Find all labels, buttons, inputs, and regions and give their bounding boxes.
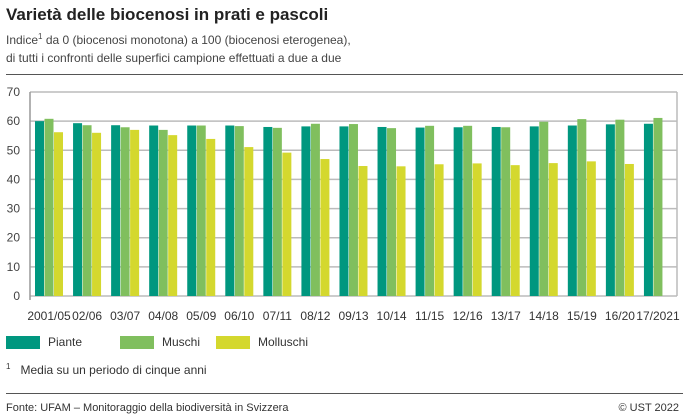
legend-swatch	[120, 335, 154, 349]
bar-molluschi	[434, 164, 444, 296]
bar-piante	[491, 126, 501, 296]
footnote: 1 Media su un periodo di cinque anni	[6, 362, 207, 377]
copyright: © UST 2022	[618, 402, 680, 414]
x-tick-label: 07/11	[263, 309, 292, 323]
bar-molluschi	[320, 159, 330, 296]
legend-label: Piante	[48, 335, 83, 349]
bar-piante	[35, 121, 44, 296]
bar-muschi	[463, 125, 473, 296]
footnote-ref: 1	[38, 32, 43, 41]
y-tick-label: 40	[7, 172, 21, 186]
bar-molluschi	[54, 132, 63, 296]
bar-piante	[187, 125, 197, 296]
source: Fonte: UFAM – Monitoraggio della biodive…	[6, 402, 289, 414]
x-tick-label: 17/2021	[636, 309, 680, 323]
bar-piante	[263, 126, 273, 296]
bar-muschi	[272, 127, 282, 296]
bar-piante	[301, 126, 311, 296]
x-tick-label: 02/06	[72, 309, 102, 323]
footnote-mark: 1	[6, 362, 11, 371]
y-tick-label: 50	[7, 143, 21, 157]
bar-molluschi	[358, 166, 368, 296]
x-tick-label: 13/17	[491, 309, 521, 323]
y-tick-label: 60	[7, 114, 21, 128]
bar-molluschi	[586, 161, 596, 296]
bar-muschi	[82, 125, 92, 296]
bar-muschi	[615, 119, 625, 296]
y-tick-label: 10	[7, 260, 21, 274]
x-tick-label: 08/12	[300, 309, 330, 323]
bar-molluschi	[624, 163, 634, 296]
bar-piante	[605, 124, 615, 296]
bar-molluschi	[244, 147, 254, 296]
subtitle-text: da 0 (biocenosi monotona) a 100 (bioceno…	[42, 33, 351, 47]
bar-molluschi	[206, 138, 216, 296]
bar-piante	[377, 126, 387, 296]
x-tick-label: 05/09	[186, 309, 216, 323]
bar-muschi	[120, 127, 130, 297]
bar-molluschi	[510, 165, 520, 296]
bar-muschi	[196, 125, 206, 296]
chart-subtitle-line2: di tutti i confronti delle superfici cam…	[6, 51, 342, 65]
bar-molluschi	[92, 132, 102, 296]
bar-piante	[529, 126, 539, 296]
bar-molluschi	[472, 163, 482, 296]
bar-molluschi	[168, 135, 178, 296]
x-tick-label: 03/07	[110, 309, 140, 323]
y-tick-label: 20	[7, 231, 21, 245]
x-tick-label: 06/10	[224, 309, 254, 323]
x-tick-label: 10/14	[377, 309, 407, 323]
bar-muschi	[653, 117, 663, 297]
bar-piante	[415, 127, 425, 296]
bar-muschi	[348, 124, 358, 296]
bar-piante	[111, 125, 121, 296]
bar-piante	[73, 123, 83, 296]
bar-muschi	[158, 129, 168, 296]
x-tick-label: 04/08	[148, 309, 178, 323]
bar-molluschi	[396, 166, 406, 296]
bar-piante	[225, 125, 235, 296]
divider	[6, 393, 683, 394]
legend-item: Piante	[6, 335, 82, 349]
legend-swatch	[216, 335, 250, 349]
x-tick-label: 11/15	[415, 309, 444, 323]
bar-piante	[149, 125, 159, 296]
legend-label: Molluschi	[258, 335, 309, 349]
legend-item: Muschi	[120, 335, 200, 349]
x-tick-label: 15/19	[567, 309, 597, 323]
legend-item: Molluschi	[216, 335, 308, 349]
bar-muschi	[577, 119, 587, 296]
bar-muschi	[44, 118, 54, 296]
bar-muschi	[310, 123, 320, 296]
x-tick-label: 16/20	[605, 309, 635, 323]
bar-chart: 0 10 20 30 40 50 60 70 2001/05 02/06 03/07 04/08 05/…	[7, 85, 680, 323]
bar-molluschi	[282, 152, 292, 296]
x-tick-label: 09/13	[338, 309, 368, 323]
bar-muschi	[501, 127, 511, 297]
bar-piante	[567, 125, 577, 296]
y-tick-label: 70	[7, 85, 21, 99]
footnote-text: Media su un periodo di cinque anni	[20, 363, 207, 377]
bar-piante	[643, 123, 653, 296]
y-tick-label: 30	[7, 202, 21, 216]
bar-muschi	[387, 128, 397, 296]
x-tick-label: 14/18	[529, 309, 559, 323]
bar-muschi	[234, 126, 244, 296]
x-tick-label: 2001/05	[27, 309, 71, 323]
bar-piante	[339, 126, 349, 296]
bar-molluschi	[548, 163, 558, 296]
chart-subtitle: Indice1 da 0 (biocenosi monotona) a 100 …	[6, 32, 351, 47]
subtitle-text: Indice	[6, 33, 39, 47]
divider	[6, 74, 683, 75]
legend-label: Muschi	[162, 335, 201, 349]
bar-muschi	[425, 125, 435, 296]
bar-muschi	[539, 121, 549, 297]
y-tick-label: 0	[13, 289, 20, 303]
bar-piante	[453, 127, 463, 297]
legend-swatch	[6, 335, 40, 349]
chart-title: Varietà delle biocenosi in prati e pasco…	[6, 5, 329, 24]
x-tick-label: 12/16	[453, 309, 483, 323]
bar-molluschi	[130, 129, 140, 296]
